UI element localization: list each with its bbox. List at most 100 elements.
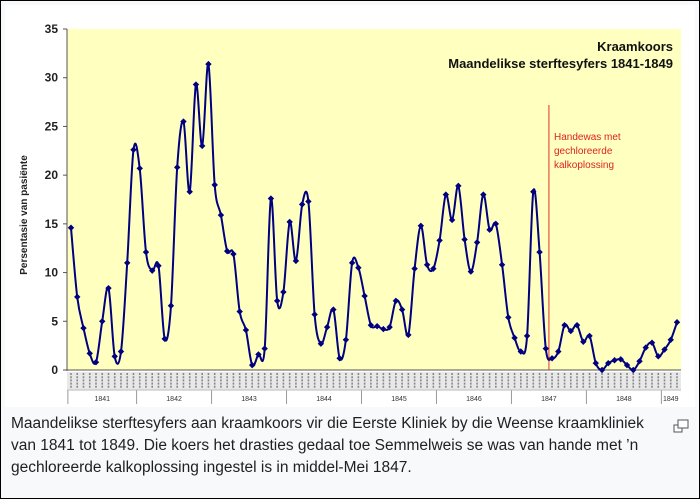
y-tick-label: 0 xyxy=(51,363,58,377)
data-point xyxy=(348,259,356,267)
chart-image[interactable]: 0 5 10 15 20 25 30 35 1841 1842 1843 1844 1845 1846 1… xyxy=(5,5,695,407)
year-label: 1842 xyxy=(166,396,182,403)
data-point xyxy=(598,366,606,374)
data-point xyxy=(155,262,162,269)
year-label: 1845 xyxy=(391,396,407,403)
data-point xyxy=(655,353,662,360)
data-point xyxy=(486,226,493,233)
data-point xyxy=(317,340,325,347)
chart-title: Kraamkoors xyxy=(597,39,673,54)
data-point xyxy=(298,201,306,208)
data-point xyxy=(480,191,487,198)
year-label-layer: 1841 1842 1843 1844 1845 1846 1847 1848 1849 xyxy=(67,389,681,404)
data-point xyxy=(517,348,525,355)
data-point xyxy=(67,224,75,231)
data-point xyxy=(567,327,574,335)
data-point xyxy=(205,60,212,68)
data-point xyxy=(455,182,462,190)
year-label: 1846 xyxy=(466,396,482,403)
data-point xyxy=(242,326,250,334)
data-point xyxy=(423,261,431,268)
data-point xyxy=(80,324,87,332)
data-point xyxy=(417,222,425,230)
data-point xyxy=(436,237,443,244)
data-point xyxy=(411,265,418,272)
data-point xyxy=(361,292,368,300)
data-point xyxy=(161,335,168,343)
data-point xyxy=(511,334,518,342)
year-label: 1844 xyxy=(316,396,332,403)
data-point xyxy=(217,211,225,219)
data-point xyxy=(461,236,468,243)
data-point xyxy=(392,297,400,305)
annotation-layer: Handewas met gechloreerde kalkoplossing xyxy=(548,105,621,370)
data-point xyxy=(223,247,231,255)
magnify-icon[interactable] xyxy=(673,419,689,433)
y-tick-label: 5 xyxy=(51,314,58,328)
data-point xyxy=(523,332,531,340)
data-point xyxy=(667,336,674,343)
data-point xyxy=(648,339,656,346)
data-point xyxy=(405,331,412,339)
data-point xyxy=(505,314,512,321)
y-tick-label: 20 xyxy=(45,168,59,182)
data-point xyxy=(355,264,362,271)
data-point xyxy=(611,357,618,364)
data-point xyxy=(373,322,381,330)
y-tick-layer: 0 5 10 15 20 25 30 35 xyxy=(45,22,67,377)
y-tick-label: 25 xyxy=(45,119,59,133)
data-point xyxy=(592,359,599,367)
y-axis-label: Persentasie van pasiënte xyxy=(19,155,30,275)
data-point xyxy=(630,366,637,374)
data-point xyxy=(330,306,337,313)
data-point xyxy=(267,195,275,202)
data-point xyxy=(617,356,624,363)
data-point xyxy=(492,220,500,228)
data-point xyxy=(180,118,187,125)
data-point xyxy=(623,361,631,369)
data-point xyxy=(117,348,125,355)
data-point xyxy=(311,311,318,318)
data-point xyxy=(498,261,506,268)
data-point xyxy=(473,239,481,246)
year-label: 1843 xyxy=(241,396,257,403)
data-point xyxy=(442,191,450,198)
data-point xyxy=(636,358,643,365)
data-point xyxy=(586,332,593,340)
plot-background xyxy=(67,29,681,370)
figure-caption: Maandelikse sterftesyfers aan kraamkoors… xyxy=(11,415,644,476)
year-label: 1849 xyxy=(663,396,679,403)
series-layer xyxy=(67,60,681,374)
data-point xyxy=(92,359,100,366)
data-point xyxy=(280,288,287,296)
data-point xyxy=(167,302,175,309)
year-label: 1847 xyxy=(541,396,557,403)
data-point xyxy=(130,146,137,154)
axis-layer xyxy=(66,29,681,371)
data-point xyxy=(230,250,237,258)
data-point xyxy=(380,325,387,333)
y-tick-label: 10 xyxy=(45,266,59,280)
annotation-text-line-3: kalkoplossing xyxy=(554,160,614,171)
annotation-text-line-2: gechloreerde xyxy=(554,146,613,157)
year-label: 1848 xyxy=(616,396,632,403)
data-point xyxy=(74,293,81,301)
data-point xyxy=(555,348,562,355)
data-point xyxy=(124,259,131,267)
data-point xyxy=(386,323,393,331)
data-point xyxy=(561,321,568,329)
data-point xyxy=(661,346,668,353)
data-point xyxy=(111,353,118,360)
y-tick-label: 15 xyxy=(45,217,59,231)
y-tick-label: 30 xyxy=(45,71,59,85)
data-point xyxy=(642,344,649,351)
data-point xyxy=(136,165,143,172)
data-point xyxy=(673,319,681,326)
data-point xyxy=(174,164,181,171)
data-point xyxy=(542,345,550,352)
data-point xyxy=(286,218,293,226)
data-point xyxy=(248,361,256,369)
data-point xyxy=(142,248,150,256)
